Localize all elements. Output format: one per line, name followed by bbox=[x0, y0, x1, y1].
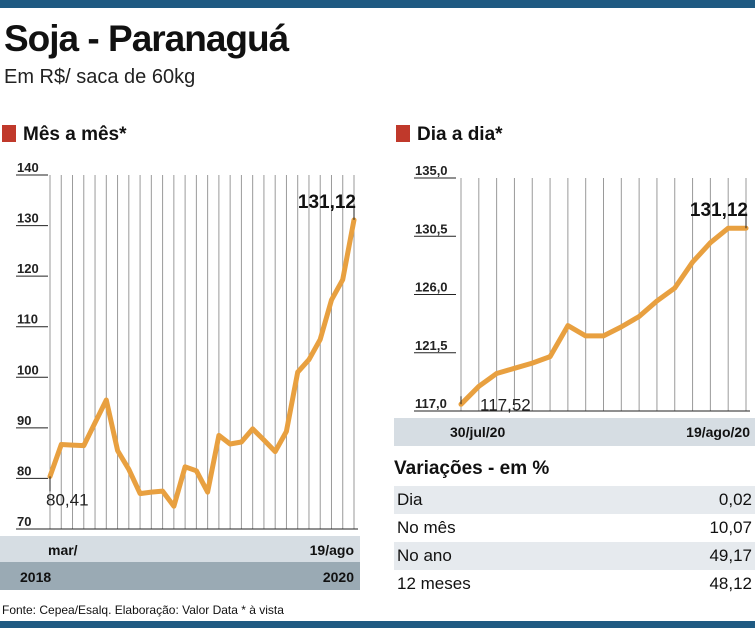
data-point bbox=[512, 366, 517, 371]
variation-value: 10,07 bbox=[709, 518, 752, 537]
y-tick-label: 100 bbox=[17, 362, 39, 377]
y-tick-label: 140 bbox=[17, 160, 39, 175]
data-point bbox=[583, 333, 588, 339]
data-point bbox=[619, 324, 624, 330]
table-row: Dia 0,02 bbox=[394, 486, 755, 514]
y-tick-label: 130 bbox=[17, 211, 39, 226]
data-point bbox=[708, 240, 713, 245]
section-marker-icon bbox=[396, 125, 410, 142]
data-point bbox=[171, 504, 177, 509]
data-point bbox=[690, 259, 695, 265]
start-value-label: 80,41 bbox=[46, 490, 89, 509]
variation-value: 0,02 bbox=[618, 486, 755, 514]
start-value-label: 117,52 bbox=[480, 395, 531, 414]
data-point bbox=[137, 491, 143, 496]
data-point bbox=[182, 464, 188, 469]
x-start-date-label: 30/jul/20 bbox=[450, 424, 505, 440]
source-note: Fonte: Cepea/Esalq. Elaboração: Valor Da… bbox=[2, 603, 284, 617]
data-point bbox=[194, 468, 199, 474]
variation-label: Dia bbox=[394, 486, 619, 514]
y-tick-label: 117,0 bbox=[415, 396, 447, 411]
data-point bbox=[81, 443, 86, 448]
price-series-line bbox=[47, 217, 357, 509]
y-tick-label: 121,5 bbox=[415, 338, 448, 353]
y-tick-label: 70 bbox=[17, 514, 31, 529]
y-tick-label: 130,5 bbox=[415, 221, 448, 236]
section-marker-icon bbox=[2, 125, 16, 142]
data-point bbox=[565, 323, 571, 328]
top-bar bbox=[0, 0, 755, 8]
data-point bbox=[160, 488, 165, 494]
page-title: Soja - Paranaguá bbox=[4, 18, 289, 59]
bottom-bar bbox=[0, 621, 755, 628]
data-point bbox=[284, 429, 289, 434]
data-point bbox=[250, 426, 255, 432]
data-point bbox=[494, 371, 499, 376]
axis-band bbox=[0, 562, 360, 590]
page-subtitle: Em R$/ saca de 60kg bbox=[4, 66, 196, 88]
y-tick-label: 90 bbox=[17, 413, 31, 428]
table-row: No mês 10,07 bbox=[394, 514, 755, 542]
data-point bbox=[92, 420, 98, 425]
variation-label: 12 meses bbox=[397, 574, 471, 593]
data-point bbox=[126, 467, 132, 472]
variations-table: Dia 0,02 No mês 10,07 No ano 49,17 12 me… bbox=[394, 486, 755, 598]
data-point bbox=[59, 442, 64, 447]
data-point bbox=[295, 370, 300, 375]
data-point bbox=[272, 449, 278, 454]
variation-label: No ano bbox=[394, 542, 619, 570]
y-tick-label: 80 bbox=[17, 463, 31, 478]
data-point bbox=[636, 314, 642, 319]
data-point bbox=[149, 489, 154, 495]
variation-value: 48,12 bbox=[709, 574, 752, 593]
data-point bbox=[115, 448, 120, 453]
data-point bbox=[530, 360, 535, 366]
y-tick-label: 135,0 bbox=[415, 163, 448, 178]
axis-band bbox=[0, 536, 360, 562]
y-tick-label: 120 bbox=[17, 261, 39, 276]
data-point bbox=[47, 474, 53, 479]
data-point bbox=[654, 298, 660, 304]
x-start-year-label: 2018 bbox=[20, 569, 51, 585]
y-tick-label: 126,0 bbox=[415, 280, 448, 295]
data-point bbox=[601, 333, 606, 339]
x-end-year-label: 2020 bbox=[323, 569, 354, 585]
data-point bbox=[239, 439, 244, 445]
table-row: 12 meses 48,12 bbox=[394, 570, 755, 598]
end-value-label: 131,12 bbox=[298, 192, 356, 213]
data-point bbox=[340, 277, 345, 282]
data-point bbox=[306, 357, 312, 362]
data-point bbox=[261, 437, 267, 443]
variation-value: 49,17 bbox=[618, 542, 755, 570]
x-end-month-label: 19/ago bbox=[310, 542, 354, 558]
daily-section-heading: Dia a dia* bbox=[396, 124, 503, 146]
monthly-section-title: Mês a mês* bbox=[23, 124, 127, 145]
daily-section-title: Dia a dia* bbox=[417, 124, 503, 145]
monthly-section-heading: Mês a mês* bbox=[2, 124, 127, 146]
data-point bbox=[476, 384, 482, 389]
x-end-date-label: 19/ago/20 bbox=[686, 424, 750, 440]
data-point bbox=[672, 285, 677, 291]
data-point bbox=[329, 297, 334, 303]
data-point bbox=[216, 433, 222, 438]
data-point bbox=[318, 337, 323, 342]
axis-band bbox=[394, 418, 755, 446]
data-point bbox=[205, 489, 210, 495]
data-point bbox=[547, 354, 553, 359]
variation-label: No mês bbox=[397, 518, 456, 537]
variations-title: Variações - em % bbox=[394, 458, 550, 479]
data-point bbox=[227, 441, 233, 447]
data-point bbox=[725, 226, 731, 231]
data-point bbox=[104, 397, 109, 403]
table-row: No ano 49,17 bbox=[394, 542, 755, 570]
data-point bbox=[70, 442, 75, 448]
y-tick-label: 110 bbox=[17, 312, 38, 327]
x-start-month-label: mar/ bbox=[48, 542, 78, 558]
end-value-label: 131,12 bbox=[690, 200, 748, 221]
